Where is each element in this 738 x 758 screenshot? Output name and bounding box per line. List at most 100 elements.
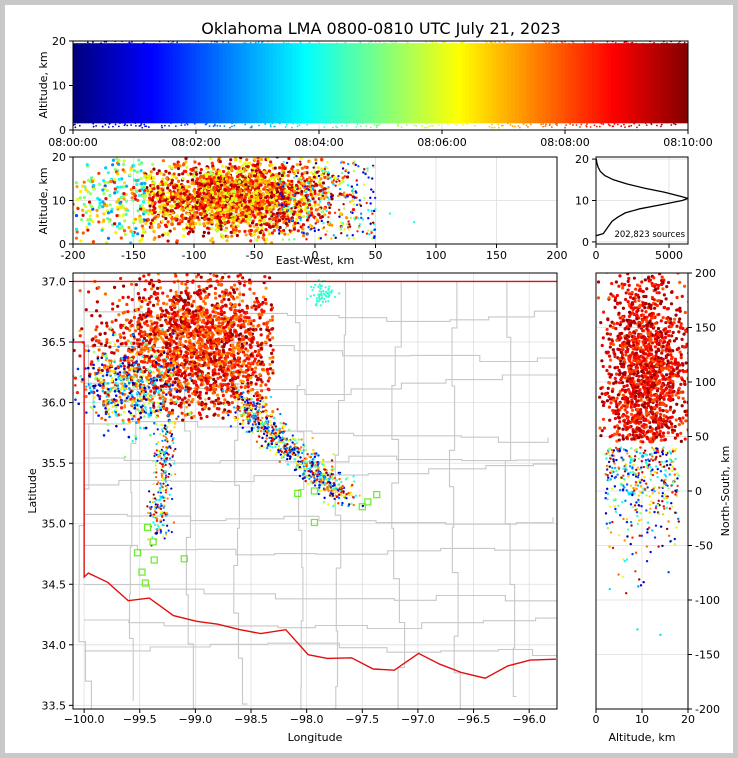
- source-point: [85, 225, 89, 229]
- source-point: [387, 43, 390, 46]
- source-point: [325, 230, 329, 233]
- source-point: [334, 236, 337, 240]
- source-point: [431, 47, 434, 49]
- x-tick-label: 0: [312, 249, 319, 262]
- source-point: [296, 122, 299, 125]
- source-point: [344, 216, 349, 220]
- source-point: [334, 184, 337, 187]
- source-point: [391, 42, 394, 45]
- source-point: [275, 190, 280, 194]
- source-point: [390, 121, 393, 124]
- source-point: [323, 207, 327, 211]
- source-point: [531, 44, 534, 47]
- source-point: [302, 122, 305, 124]
- source-point: [368, 233, 371, 236]
- source-point: [296, 171, 300, 175]
- source-point: [241, 174, 245, 179]
- source-point: [363, 48, 366, 51]
- source-point: [351, 211, 354, 215]
- source-point: [272, 228, 276, 233]
- source-point: [73, 348, 76, 353]
- source-point: [159, 350, 163, 354]
- time-height-panel: 08:00:00 08:02:00 08:04:00 08:06:00 08:08:00…: [37, 35, 713, 149]
- source-point: [97, 43, 100, 46]
- source-point: [339, 212, 343, 216]
- source-point: [373, 228, 377, 231]
- source-point: [82, 195, 86, 200]
- source-point: [471, 44, 473, 47]
- source-point: [257, 312, 261, 316]
- source-point: [223, 182, 227, 186]
- source-point: [442, 41, 445, 44]
- source-point: [355, 126, 358, 128]
- source-density-band: [611, 43, 616, 124]
- source-point: [124, 184, 129, 188]
- source-point: [291, 187, 294, 191]
- source-density-band: [96, 43, 101, 124]
- source-point: [275, 198, 279, 203]
- source-point: [345, 122, 348, 125]
- source-point: [326, 186, 330, 190]
- source-point: [313, 226, 316, 230]
- source-point: [283, 232, 287, 236]
- source-density-band: [119, 43, 124, 124]
- source-point: [245, 118, 248, 121]
- source-point: [163, 43, 166, 46]
- source-point: [273, 181, 277, 185]
- source-point: [111, 307, 115, 311]
- source-point: [277, 228, 281, 232]
- source-point: [102, 192, 106, 196]
- source-point: [507, 44, 510, 46]
- east-west-xlabel: East-West, km: [276, 254, 354, 267]
- source-point: [226, 235, 230, 239]
- source-point: [620, 125, 623, 128]
- source-point: [114, 231, 118, 235]
- source-point: [360, 125, 362, 128]
- source-point: [367, 42, 370, 45]
- source-point: [438, 47, 441, 49]
- county-line: [84, 374, 557, 396]
- source-point: [288, 179, 292, 183]
- source-point: [297, 189, 300, 193]
- source-point: [217, 171, 221, 176]
- source-point: [353, 118, 356, 121]
- source-point: [268, 219, 273, 223]
- source-point: [187, 311, 191, 315]
- source-point: [683, 41, 686, 44]
- source-density-band: [499, 43, 505, 124]
- source-point: [675, 117, 678, 120]
- source-point: [254, 228, 258, 233]
- source-point: [138, 189, 142, 193]
- source-point: [299, 122, 302, 124]
- source-point: [278, 203, 281, 207]
- source-point: [86, 228, 90, 232]
- source-point: [367, 208, 370, 212]
- source-point: [374, 43, 377, 46]
- source-point: [340, 42, 343, 45]
- source-point: [389, 46, 391, 48]
- source-point: [140, 234, 145, 238]
- source-point: [213, 291, 217, 296]
- source-point: [347, 237, 351, 240]
- source-point: [260, 215, 264, 219]
- source-point: [542, 125, 544, 128]
- source-point: [156, 214, 160, 219]
- source-point: [303, 165, 307, 169]
- source-point: [254, 117, 257, 120]
- source-point: [84, 204, 88, 209]
- source-point: [292, 227, 296, 231]
- source-density-band: [480, 43, 485, 124]
- source-point: [249, 121, 252, 123]
- source-point: [290, 218, 294, 222]
- source-point: [448, 47, 451, 50]
- source-density-band: [196, 43, 201, 124]
- source-point: [679, 119, 682, 122]
- source-point: [522, 123, 525, 125]
- source-point: [88, 42, 91, 45]
- source-point: [338, 192, 342, 196]
- source-point: [74, 227, 79, 231]
- source-point: [571, 124, 574, 126]
- source-point: [209, 177, 213, 181]
- source-point: [183, 197, 187, 201]
- source-point: [435, 42, 438, 45]
